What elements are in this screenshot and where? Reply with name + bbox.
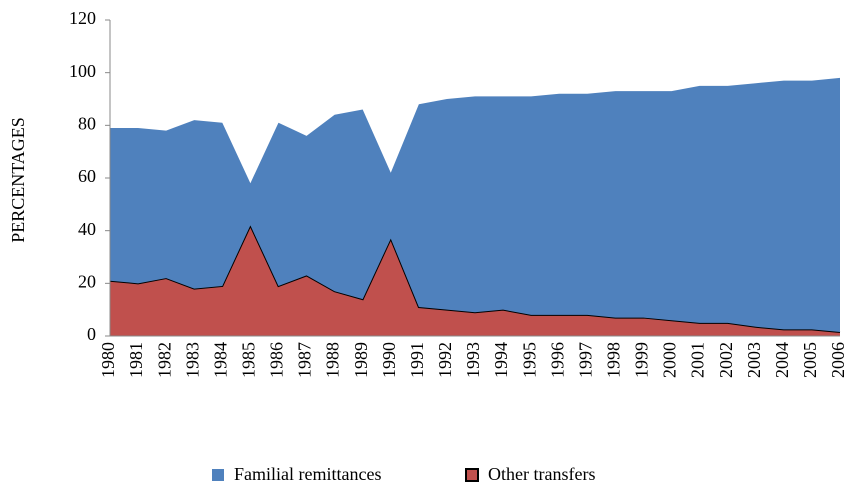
area	[110, 77, 840, 333]
legend-label: Other transfers	[488, 464, 595, 484]
x-tick-label: 1993	[463, 342, 483, 378]
y-tick-label: 120	[69, 8, 96, 28]
x-tick-label: 1992	[435, 342, 455, 378]
x-tick-label: 1996	[547, 342, 567, 378]
x-tick-label: 2003	[744, 342, 764, 378]
y-tick-label: 40	[78, 219, 96, 239]
x-tick-label: 2004	[772, 342, 792, 378]
legend-swatch	[212, 469, 224, 481]
x-tick-label: 1980	[98, 342, 118, 378]
x-tick-label: 1991	[407, 342, 427, 378]
x-tick-label: 1995	[519, 342, 539, 378]
x-tick-label: 1984	[210, 342, 230, 378]
y-tick-label: 60	[78, 166, 96, 186]
x-tick-label: 2001	[688, 342, 708, 378]
x-tick-label: 2002	[716, 342, 736, 378]
x-tick-label: 1988	[323, 342, 343, 378]
x-tick-label: 2006	[828, 342, 848, 378]
x-tick-label: 1987	[295, 342, 315, 378]
y-tick-label: 0	[87, 324, 96, 344]
y-tick-label: 100	[69, 61, 96, 81]
x-tick-label: 1997	[575, 342, 595, 378]
x-tick-label: 1982	[154, 342, 174, 378]
x-tick-label: 1998	[604, 342, 624, 378]
x-tick-label: 1990	[379, 342, 399, 378]
x-tick-label: 1989	[351, 342, 371, 378]
area	[110, 225, 840, 336]
y-axis-label: PERCENTAGES	[8, 117, 28, 243]
x-tick-label: 1999	[632, 342, 652, 378]
x-tick-label: 1983	[182, 342, 202, 378]
legend-swatch	[465, 468, 479, 482]
x-tick-label: 2000	[660, 342, 680, 378]
x-tick-label: 1981	[126, 342, 146, 378]
x-tick-label: 1985	[239, 342, 259, 378]
x-tick-label: 2005	[800, 342, 820, 378]
y-tick-label: 80	[78, 113, 96, 133]
x-tick-label: 1994	[491, 342, 511, 378]
legend-label: Familial remittances	[234, 464, 381, 484]
x-tick-label: 1986	[267, 342, 287, 378]
y-tick-label: 20	[78, 271, 96, 291]
